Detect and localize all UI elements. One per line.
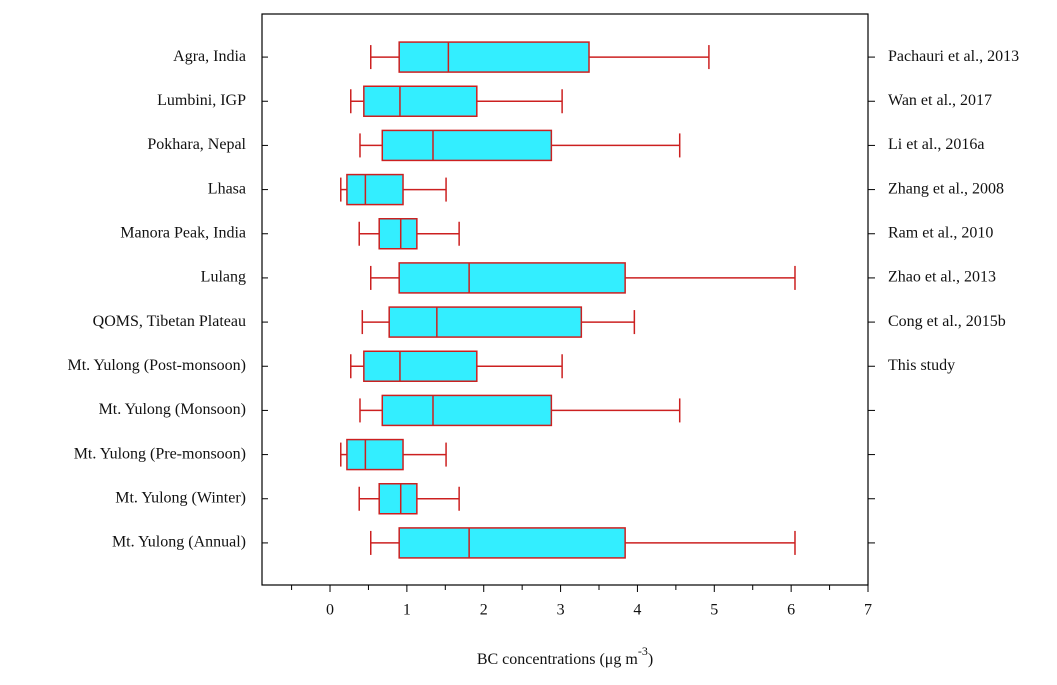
y-tick-label: Mt. Yulong (Annual) [112,534,246,551]
y-tick-label: Mt. Yulong (Monsoon) [99,401,246,418]
x-tick-label: 4 [633,602,641,619]
y-tick-label: Lulang [201,269,246,286]
x-tick-label: 7 [864,602,872,619]
box [378,483,418,515]
x-tick-label: 3 [557,602,565,619]
reference-label: Zhang et al., 2008 [888,180,1004,197]
y-tick-label: Mt. Yulong (Post-monsoon) [67,357,246,374]
box [378,218,418,250]
x-tick-label: 1 [403,602,411,619]
reference-label: Wan et al., 2017 [888,92,992,109]
box [398,527,626,559]
y-tick-label: Agra, India [173,48,246,65]
box [398,41,590,73]
box [388,306,583,338]
y-tick-label: Mt. Yulong (Winter) [115,489,246,506]
plot-frame [261,13,869,586]
x-tick-label: 6 [787,602,795,619]
x-tick-label: 2 [480,602,488,619]
box [381,394,553,427]
box [381,129,553,162]
box [346,438,404,471]
y-tick-label: QOMS, Tibetan Plateau [93,313,246,330]
y-tick-label: Lhasa [208,180,246,197]
reference-label: Zhao et al., 2013 [888,269,996,286]
y-tick-label: Pokhara, Nepal [147,136,246,153]
x-axis-label: BC concentrations (μg m-3) [477,644,653,668]
y-tick-label: Lumbini, IGP [157,92,246,109]
x-tick-label: 0 [326,602,334,619]
reference-label: Li et al., 2016a [888,136,984,153]
reference-label: Pachauri et al., 2013 [888,48,1019,65]
box [346,173,404,206]
x-tick-label: 5 [710,602,718,619]
box [398,262,626,294]
reference-label: This study [888,357,955,374]
box [363,350,478,382]
y-tick-label: Manora Peak, India [120,224,246,241]
reference-label: Cong et al., 2015b [888,313,1006,330]
box [363,85,478,117]
y-tick-label: Mt. Yulong (Pre-monsoon) [74,445,246,462]
reference-label: Ram et al., 2010 [888,224,993,241]
